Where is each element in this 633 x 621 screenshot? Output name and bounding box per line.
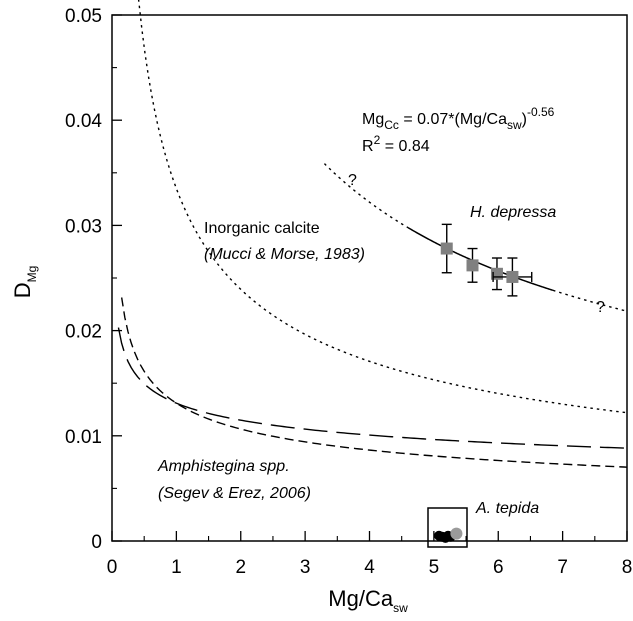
y-tick-label: 0.03 (65, 216, 102, 237)
axis-ticks (111, 14, 628, 542)
x-tick-label: 3 (300, 557, 311, 578)
x-tick-label: 1 (171, 557, 182, 578)
y-tick-label: 0.05 (65, 6, 102, 27)
data-points (434, 223, 533, 543)
x-tick-label: 6 (493, 557, 504, 578)
a-tepida-label: A. tepida (475, 500, 539, 517)
curve-hdepressa-fit-extrapolated-low (323, 163, 409, 229)
curve-inorganic-calcite (137, 0, 628, 414)
h-depressa-point (440, 242, 453, 255)
y-tick-label: 0.01 (65, 427, 102, 448)
a-tepida-box (427, 507, 468, 548)
tick-labels: 0 1 2 3 4 5 6 7 8 0 0.01 0.02 0.03 0.04 0.05 (65, 6, 632, 578)
x-tick-label: 2 (235, 557, 246, 578)
a-tepida-highlight-point (450, 527, 463, 540)
y-tick-label: 0 (91, 532, 102, 553)
curve-amphistegina-long-dash (117, 327, 628, 449)
y-axis-title: DMg (10, 266, 39, 299)
y-tick-label: 0.02 (65, 322, 102, 343)
y-tick-label: 0.04 (65, 111, 102, 132)
curve-hdepressa-fit (407, 227, 554, 292)
question-mark-low: ? (348, 172, 357, 189)
h-depressa-point (466, 259, 479, 272)
amphistegina-label: Amphistegina spp. (157, 458, 290, 475)
curve-amphistegina-short-dash (120, 297, 628, 468)
h-depressa-point (506, 270, 519, 283)
inorganic-calcite-reference: (Mucci & Morse, 1983) (204, 246, 365, 263)
question-mark-high: ? (596, 299, 605, 316)
h-depressa-label: H. depressa (470, 204, 556, 221)
curves (117, 0, 628, 468)
curve-hdepressa-fit-extrapolated-high (552, 289, 628, 312)
x-tick-label: 5 (429, 557, 440, 578)
x-tick-label: 8 (622, 557, 633, 578)
inorganic-calcite-label: Inorganic calcite (204, 220, 320, 237)
x-tick-label: 4 (364, 557, 375, 578)
fit-equation: MgCc = 0.07*(Mg/Casw)-0.56 (362, 105, 555, 132)
amphistegina-reference: (Segev & Erez, 2006) (158, 485, 311, 502)
r-squared: R2 = 0.84 (362, 133, 430, 155)
x-axis-title: Mg/Casw (328, 586, 408, 615)
x-tick-label: 7 (557, 557, 568, 578)
x-tick-label: 0 (107, 557, 118, 578)
